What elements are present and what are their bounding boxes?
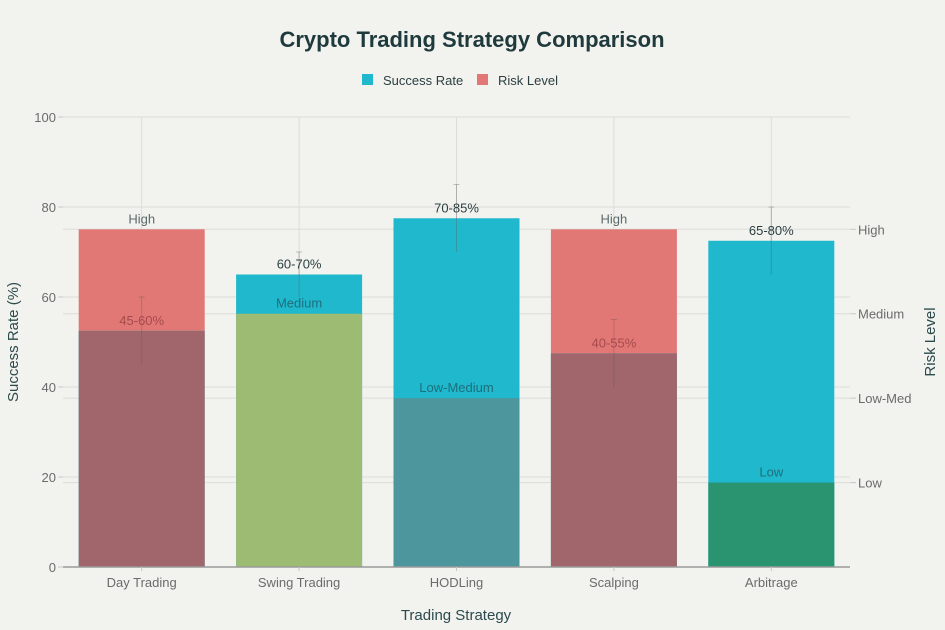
y2-tick-label: High bbox=[858, 222, 885, 237]
x-tick-label: Arbitrage bbox=[745, 575, 798, 590]
y2-tick-label: Low-Med bbox=[858, 391, 911, 406]
risk-level-bar[interactable] bbox=[550, 229, 677, 354]
legend-swatch bbox=[477, 74, 488, 85]
risk-overlap-bar[interactable] bbox=[78, 330, 205, 567]
axes: 0 20 40 60 80 100 Low Low-Med Medium High Day Trad… bbox=[34, 110, 911, 590]
success-rate-label: 65-80% bbox=[749, 223, 794, 238]
y-tick-label: 60 bbox=[42, 290, 56, 305]
bar-group-hodling[interactable]: 70-85% Low-Medium bbox=[393, 184, 520, 568]
y-tick-label: 40 bbox=[42, 380, 56, 395]
legend-label: Risk Level bbox=[498, 73, 558, 88]
legend-item-risk-level[interactable]: Risk Level bbox=[477, 73, 558, 88]
success-rate-label: 40-55% bbox=[591, 335, 636, 350]
y2-tick-label: Low bbox=[858, 476, 882, 491]
y-tick-label: 100 bbox=[34, 110, 56, 125]
success-rate-label: 60-70% bbox=[277, 257, 322, 272]
x-axis-title: Trading Strategy bbox=[401, 607, 512, 624]
risk-level-label: Medium bbox=[276, 296, 322, 311]
success-rate-label: 45-60% bbox=[119, 313, 164, 328]
y-tick-label: 0 bbox=[49, 560, 56, 575]
risk-level-label: Low bbox=[759, 465, 783, 480]
x-tick-label: Day Trading bbox=[107, 575, 177, 590]
chart-title: Crypto Trading Strategy Comparison bbox=[279, 27, 664, 52]
legend-label: Success Rate bbox=[383, 73, 463, 88]
bar-group-arbitrage[interactable]: 65-80% Low bbox=[708, 206, 835, 567]
risk-level-label: Low-Medium bbox=[419, 380, 493, 395]
risk-level-label: High bbox=[601, 211, 628, 226]
y-tick-label: 20 bbox=[42, 470, 56, 485]
x-tick-label: HODLing bbox=[430, 575, 483, 590]
risk-overlap-bar[interactable] bbox=[393, 398, 520, 567]
legend-item-success-rate[interactable]: Success Rate bbox=[362, 73, 463, 88]
bar-group-scalping[interactable]: 40-55% High bbox=[550, 211, 677, 567]
risk-overlap-bar[interactable] bbox=[708, 482, 835, 567]
risk-overlap-bar[interactable] bbox=[236, 313, 363, 567]
x-tick-label: Swing Trading bbox=[258, 575, 340, 590]
bar-group-swing-trading[interactable]: 60-70% Medium bbox=[236, 251, 363, 567]
bar-group-day-trading[interactable]: 45-60% High bbox=[78, 211, 205, 567]
risk-level-label: High bbox=[128, 211, 155, 226]
legend-swatch bbox=[362, 74, 373, 85]
y2-axis-title: Risk Level bbox=[922, 307, 939, 376]
y-axis-title: Success Rate (%) bbox=[5, 282, 22, 402]
y2-tick-label: Medium bbox=[858, 307, 904, 322]
x-tick-label: Scalping bbox=[589, 575, 639, 590]
bars: 45-60% High 60-70% Medium 70-85% Low-Medium 40… bbox=[78, 184, 835, 568]
success-rate-label: 70-85% bbox=[434, 200, 479, 215]
risk-level-bar[interactable] bbox=[78, 229, 205, 331]
y-tick-label: 80 bbox=[42, 200, 56, 215]
risk-overlap-bar[interactable] bbox=[550, 353, 677, 567]
legend: Success Rate Risk Level bbox=[362, 73, 558, 88]
